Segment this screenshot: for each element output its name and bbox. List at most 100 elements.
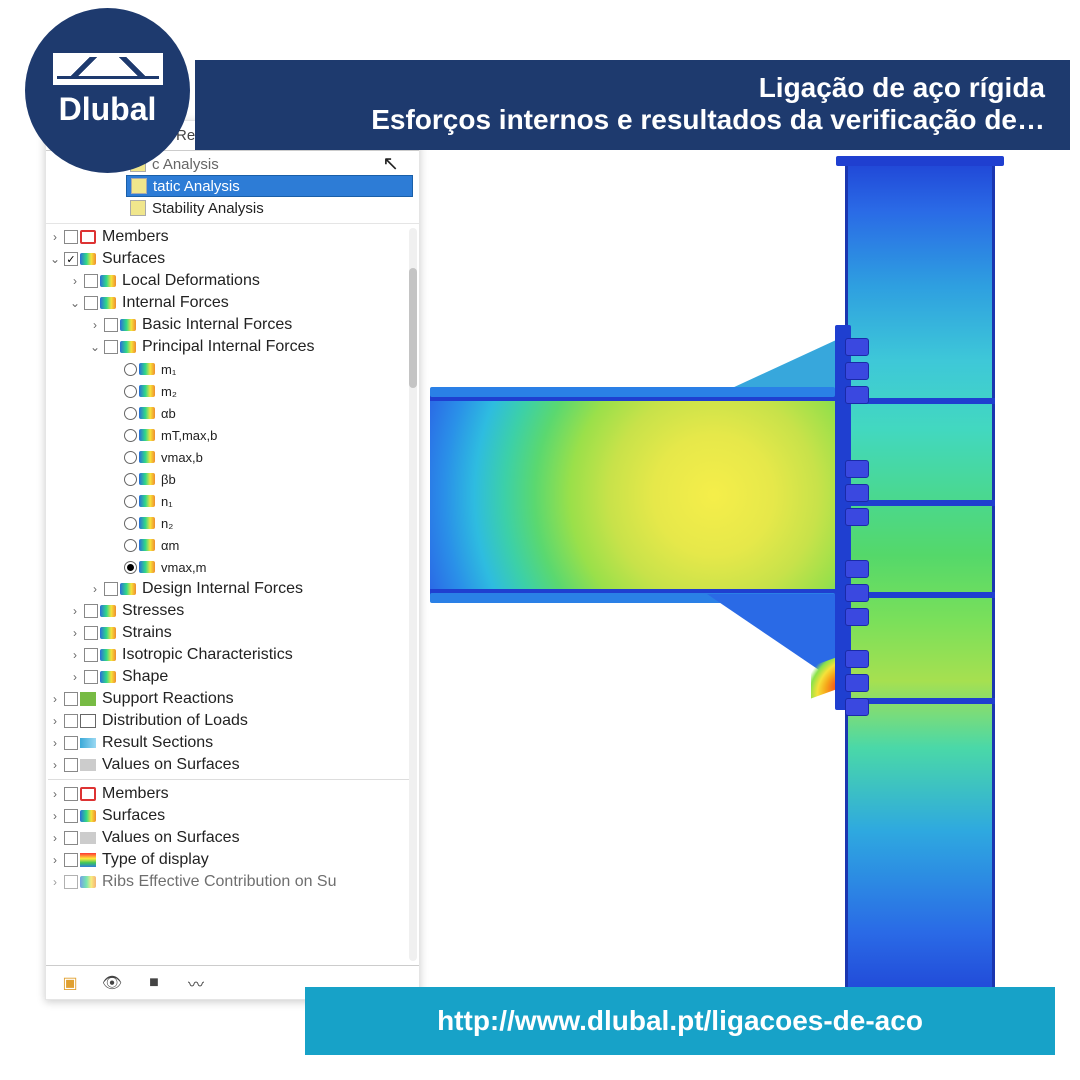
result-icon	[139, 407, 155, 419]
result-icon	[139, 385, 155, 397]
tree-divider	[48, 779, 415, 780]
fea-bolt	[845, 608, 869, 626]
checkbox[interactable]	[104, 318, 118, 332]
checkbox[interactable]	[64, 809, 78, 823]
radio[interactable]	[124, 451, 137, 464]
toolbar-btn-eye[interactable]: 👁	[98, 972, 126, 994]
result-icon	[139, 429, 155, 441]
support-icon	[80, 692, 96, 706]
tree-item-design-internal-forces[interactable]: › Design Internal Forces	[48, 578, 415, 600]
toolbar-btn-graph[interactable]: 〰	[182, 972, 210, 994]
tree-radio-am[interactable]: αm	[48, 534, 415, 556]
checkbox[interactable]	[64, 787, 78, 801]
checkbox[interactable]	[64, 875, 78, 889]
toolbar-btn-camera[interactable]: ■	[140, 972, 168, 994]
fea-viewport[interactable]	[430, 160, 1065, 1000]
tree-item-type-of-display[interactable]: › Type of display	[48, 849, 415, 871]
checkbox[interactable]	[64, 853, 78, 867]
fea-bolt	[845, 386, 869, 404]
title-line-1: Ligação de aço rígida	[220, 72, 1045, 104]
radio[interactable]	[124, 407, 137, 420]
checkbox[interactable]	[84, 604, 98, 618]
values-on-surfaces-icon	[80, 832, 96, 844]
result-icon	[139, 363, 155, 375]
tree-radio-mtmax[interactable]: mT,max,b	[48, 424, 415, 446]
radio[interactable]	[124, 473, 137, 486]
checkbox[interactable]	[84, 670, 98, 684]
radio[interactable]	[124, 385, 137, 398]
fea-bolt	[845, 698, 869, 716]
tree-radio-bb[interactable]: βb	[48, 468, 415, 490]
tree-item-surfaces[interactable]: ⌄ Surfaces	[48, 248, 415, 270]
tree-item-isotropic-characteristics[interactable]: › Isotropic Characteristics	[48, 644, 415, 666]
checkbox[interactable]	[84, 274, 98, 288]
checkbox[interactable]	[64, 758, 78, 772]
fea-bolt	[845, 338, 869, 356]
result-sections-icon	[80, 738, 96, 748]
fea-bolt	[845, 362, 869, 380]
tree-radio-m2[interactable]: m₂	[48, 380, 415, 402]
tree-item-values-on-surfaces-2[interactable]: › Values on Surfaces	[48, 827, 415, 849]
result-icon	[139, 517, 155, 529]
tree-radio-m1[interactable]: m₁	[48, 358, 415, 380]
fea-haunch-top	[717, 335, 847, 395]
dropdown-item-partial[interactable]: c Analysis	[126, 153, 413, 175]
checkbox[interactable]	[84, 648, 98, 662]
fea-bolt	[845, 560, 869, 578]
result-icon	[100, 297, 116, 309]
tree-item-basic-internal-forces[interactable]: › Basic Internal Forces	[48, 314, 415, 336]
tree-scrollbar-thumb[interactable]	[409, 268, 417, 388]
checkbox[interactable]	[84, 296, 98, 310]
results-tree[interactable]: › Members ⌄ Surfaces › Local Deformation…	[46, 223, 419, 965]
surfaces-icon	[80, 253, 96, 265]
checkbox[interactable]	[104, 582, 118, 596]
radio[interactable]	[124, 363, 137, 376]
radio[interactable]	[124, 495, 137, 508]
fea-bolt	[845, 650, 869, 668]
tree-item-distribution-of-loads[interactable]: › Distribution of Loads	[48, 710, 415, 732]
toolbar-btn-display[interactable]: ▣	[56, 972, 84, 994]
tree-item-surfaces-2[interactable]: › Surfaces	[48, 805, 415, 827]
checkbox[interactable]	[104, 340, 118, 354]
tree-item-internal-forces[interactable]: ⌄ Internal Forces	[48, 292, 415, 314]
checkbox[interactable]	[64, 736, 78, 750]
radio[interactable]	[124, 517, 137, 530]
tree-radio-n2[interactable]: n₂	[48, 512, 415, 534]
tree-item-principal-internal-forces[interactable]: ⌄ Principal Internal Forces	[48, 336, 415, 358]
checkbox[interactable]	[84, 626, 98, 640]
link-bar[interactable]: http://www.dlubal.pt/ligacoes-de-aco	[305, 987, 1055, 1055]
tree-item-shape[interactable]: › Shape	[48, 666, 415, 688]
checkbox[interactable]	[64, 714, 78, 728]
tree-radio-n1[interactable]: n₁	[48, 490, 415, 512]
fea-bolt-group	[845, 338, 869, 404]
brand-logo: Dlubal	[25, 8, 190, 173]
tree-item-stresses[interactable]: › Stresses	[48, 600, 415, 622]
tree-item-support-reactions[interactable]: › Support Reactions	[48, 688, 415, 710]
result-icon	[100, 605, 116, 617]
tree-item-members-2[interactable]: › Members	[48, 783, 415, 805]
tree-radio-vmaxb[interactable]: vmax,b	[48, 446, 415, 468]
checkbox[interactable]	[64, 692, 78, 706]
dropdown-item-static[interactable]: tatic Analysis	[126, 175, 413, 197]
tree-item-local-deformations[interactable]: › Local Deformations	[48, 270, 415, 292]
tree-radio-ab[interactable]: αb	[48, 402, 415, 424]
tree-item-ribs[interactable]: › Ribs Effective Contribution on Su	[48, 871, 415, 893]
tree-item-members[interactable]: › Members	[48, 226, 415, 248]
result-icon	[139, 561, 155, 573]
radio[interactable]	[124, 539, 137, 552]
checkbox[interactable]	[64, 831, 78, 845]
checkbox[interactable]	[64, 252, 78, 266]
tree-item-strains[interactable]: › Strains	[48, 622, 415, 644]
radio[interactable]	[124, 561, 137, 574]
result-icon	[100, 649, 116, 661]
tree-item-values-on-surfaces[interactable]: › Values on Surfaces	[48, 754, 415, 776]
dropdown-item-stability[interactable]: Stability Analysis	[126, 197, 413, 219]
tree-radio-vmaxm[interactable]: vmax,m	[48, 556, 415, 578]
checkbox[interactable]	[64, 230, 78, 244]
tree-item-result-sections[interactable]: › Result Sections	[48, 732, 415, 754]
fea-beam	[430, 395, 835, 595]
result-icon	[139, 539, 155, 551]
radio[interactable]	[124, 429, 137, 442]
result-icon	[80, 876, 96, 888]
tree-scrollbar[interactable]	[409, 228, 417, 961]
